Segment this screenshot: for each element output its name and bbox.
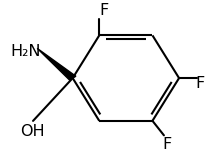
Text: F: F xyxy=(196,76,205,91)
Polygon shape xyxy=(37,48,76,80)
Text: OH: OH xyxy=(21,124,45,139)
Text: F: F xyxy=(99,3,109,18)
Text: H₂N: H₂N xyxy=(10,44,41,59)
Text: F: F xyxy=(162,137,172,152)
